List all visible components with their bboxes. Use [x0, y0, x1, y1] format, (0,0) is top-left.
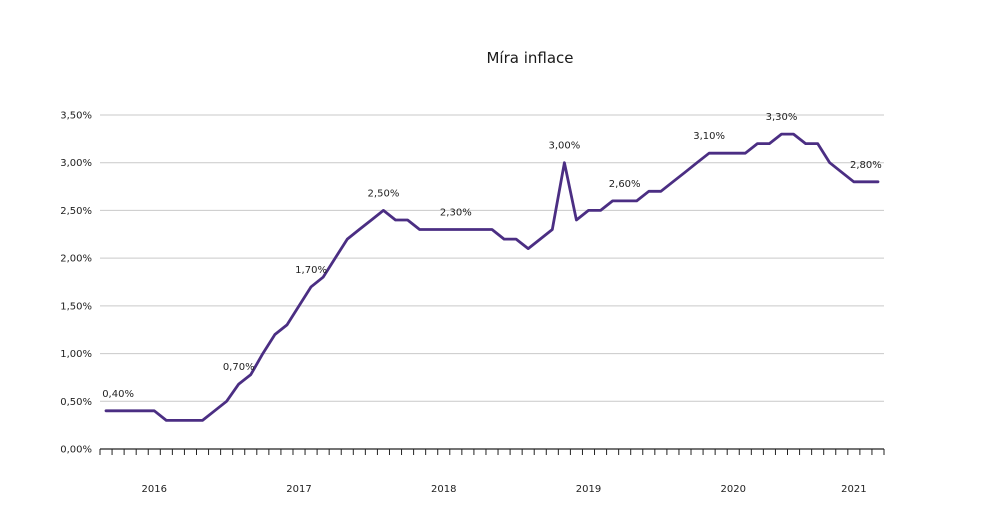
y-tick-label: 0,00% — [60, 445, 92, 456]
x-tick-label: 2021 — [841, 484, 866, 495]
x-tick-label: 2018 — [431, 484, 456, 495]
y-tick-label: 0,50% — [60, 397, 92, 408]
data-label: 2,60% — [609, 179, 641, 190]
data-label: 0,70% — [223, 362, 255, 373]
x-tick-label: 2016 — [142, 484, 167, 495]
y-tick-label: 3,50% — [60, 111, 92, 122]
x-tick-label: 2017 — [286, 484, 311, 495]
y-axis-tick-labels: 0,00% 0,50% 1,00% 1,50% 2,00% 2,50% 3,00% 3,50% — [60, 111, 92, 456]
x-axis-year-labels: 2016 2017 2018 2019 2020 2021 — [142, 484, 867, 495]
data-label: 3,10% — [693, 131, 725, 142]
y-tick-label: 2,50% — [60, 206, 92, 217]
x-tick-label: 2020 — [721, 484, 746, 495]
data-label: 2,80% — [850, 160, 882, 171]
y-tick-label: 3,00% — [60, 158, 92, 169]
data-label: 0,40% — [102, 389, 134, 400]
x-axis — [99, 448, 885, 455]
chart-title: Míra inflace — [486, 49, 573, 67]
gridlines — [100, 114, 884, 402]
data-label: 3,00% — [548, 141, 580, 152]
series-line-path — [104, 132, 880, 422]
series-line — [104, 132, 880, 422]
y-tick-label: 2,00% — [60, 254, 92, 265]
data-label: 2,30% — [440, 208, 472, 219]
y-tick-label: 1,00% — [60, 349, 92, 360]
y-tick-label: 1,50% — [60, 301, 92, 312]
x-tick-label: 2019 — [576, 484, 601, 495]
data-label: 1,70% — [295, 265, 327, 276]
data-label: 3,30% — [766, 112, 798, 123]
data-label: 2,50% — [368, 188, 400, 199]
data-labels: 0,40% 0,70% 1,70% 2,50% 2,30% 3,00% 2,60% 3,10%… — [102, 112, 882, 400]
